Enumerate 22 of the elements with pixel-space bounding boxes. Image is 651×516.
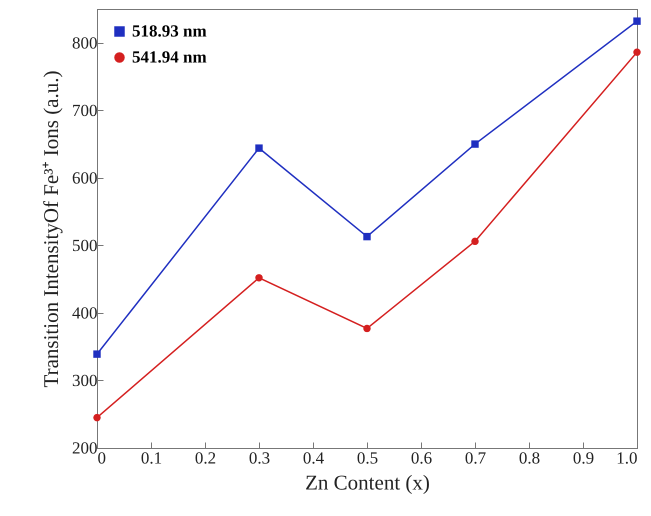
y-tick-label: 400 (72, 303, 98, 322)
y-tick-label: 300 (72, 370, 98, 390)
x-tick-label: 1.0 (616, 448, 638, 468)
x-tick-label: 0.7 (464, 448, 487, 468)
y-axis-title: Transition IntensityOf Fe³⁺ Ions (a.u.) (39, 70, 63, 388)
x-tick-label: 0.6 (410, 448, 432, 468)
y-tick-label: 700 (72, 100, 98, 120)
x-axis-title: Zn Content (x) (305, 470, 430, 494)
legend-label: 541.94 nm (132, 48, 207, 66)
x-tick-label: 0 (98, 448, 106, 468)
x-tick-label: 0.4 (302, 448, 325, 468)
x-tick-label: 0.1 (140, 448, 162, 468)
x-tick-label: 0.5 (356, 448, 378, 468)
x-tick-label: 0.2 (194, 448, 216, 468)
y-tick-label: 800 (72, 33, 98, 52)
y-tick-label: 500 (72, 236, 98, 255)
y-tick-label: 600 (72, 168, 98, 188)
y-tick-label: 200 (72, 438, 98, 458)
legend-label: 518.93 nm (132, 22, 207, 40)
x-tick-label: 0.8 (518, 448, 540, 468)
x-tick-label: 0.3 (248, 448, 270, 468)
x-tick-label: 0.9 (572, 448, 594, 468)
